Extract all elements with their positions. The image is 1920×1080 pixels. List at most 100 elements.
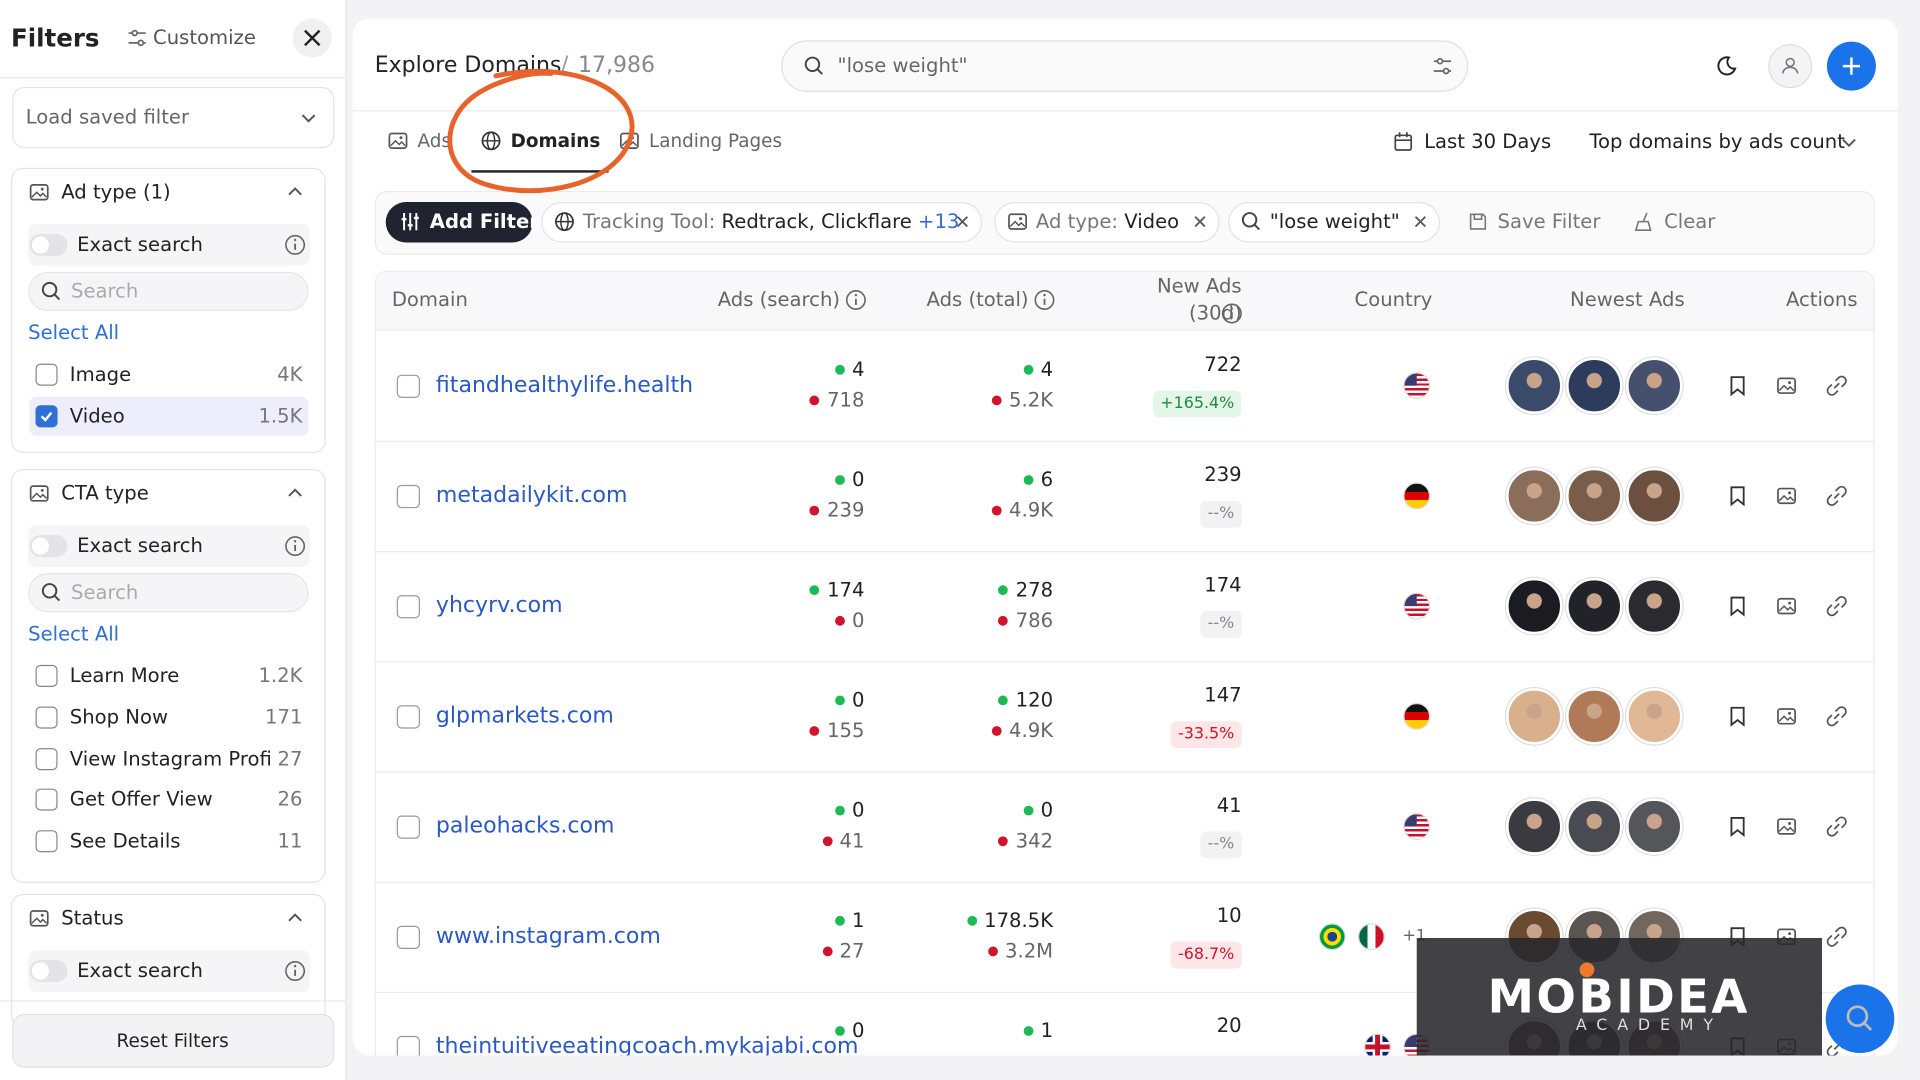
icon[interactable] [1714,54,1738,78]
tab[interactable]: Ads [417,129,452,152]
select-all[interactable]: Select All [28,622,120,646]
option-label[interactable]: Shop Now [69,705,168,729]
sort-select[interactable]: Top domains by ads count [1589,129,1845,154]
customize-button[interactable]: Customize [153,25,256,49]
filter-chip[interactable] [541,202,983,243]
icon[interactable] [283,180,307,204]
select-all[interactable]: Select All [28,320,120,345]
icon[interactable] [1824,373,1848,397]
tab[interactable]: Landing Pages [648,129,783,152]
ad-thumbnail[interactable] [1626,688,1683,745]
domain-link[interactable]: glpmarkets.com [435,702,614,729]
add-filter-label[interactable]: Add Filter [429,209,539,233]
checkbox[interactable] [35,747,58,770]
save-filter[interactable]: Save Filter [1497,209,1601,233]
ad-thumbnail[interactable] [1626,467,1683,525]
option-label[interactable]: Video [69,403,125,428]
ad-thumbnail[interactable] [1626,577,1683,635]
ad-thumbnail[interactable] [1506,467,1563,525]
ad-thumbnail[interactable] [1566,798,1623,855]
icon[interactable] [283,906,307,930]
date-range[interactable]: Last 30 Days [1424,129,1552,154]
section-title[interactable]: Status [61,906,124,930]
option-label[interactable]: Image [69,362,132,386]
row-checkbox[interactable] [396,705,420,729]
icon[interactable] [950,209,974,233]
icon[interactable] [1774,704,1798,728]
ad-thumbnail[interactable] [1566,467,1623,525]
chat-button[interactable] [1825,984,1895,1054]
checkbox[interactable] [35,405,58,428]
icon[interactable] [1725,814,1749,838]
row-checkbox[interactable] [396,1035,420,1056]
icon[interactable] [1725,594,1749,618]
icon[interactable] [1824,924,1848,948]
icon[interactable] [1774,814,1798,838]
checkbox[interactable] [35,788,58,811]
icon-part [40,488,44,492]
icon[interactable] [1839,54,1863,78]
icon[interactable] [1824,594,1848,618]
checkbox[interactable] [35,830,58,853]
option-label[interactable]: Get Offer View [69,787,213,811]
option-label[interactable]: View Instagram Profi [69,746,272,770]
ad-thumbnail[interactable] [1626,357,1683,414]
icon[interactable] [125,26,149,50]
icon[interactable] [1725,484,1749,508]
icon[interactable] [1188,209,1212,233]
icon[interactable] [1632,209,1656,233]
domain-link[interactable]: theintuitiveeatingcoach.mykajabi.com [435,1033,859,1056]
load-saved-filter[interactable] [12,86,335,149]
icon[interactable] [1725,704,1749,728]
row-checkbox[interactable] [396,484,420,509]
checkbox[interactable] [35,706,58,729]
search-input[interactable] [28,573,309,613]
icon[interactable] [1774,594,1798,618]
option-label[interactable]: See Details [69,828,181,853]
tab[interactable]: Domains [510,129,601,152]
domain-link[interactable]: yhcyrv.com [435,592,563,619]
icon[interactable] [1824,704,1848,728]
row-checkbox[interactable] [396,925,420,949]
checkbox[interactable] [35,363,58,386]
section-title[interactable]: Ad type (1) [61,180,171,204]
icon[interactable] [1408,209,1432,233]
ad-thumbnail[interactable] [1506,357,1563,414]
row-checkbox[interactable] [396,595,420,619]
section-title[interactable]: CTA type [61,481,149,505]
icon[interactable] [1391,130,1415,154]
ad-thumbnail[interactable] [1626,798,1683,855]
ad-thumbnail[interactable] [1566,577,1623,635]
icon[interactable] [1843,1002,1877,1036]
row-checkbox[interactable] [396,815,420,839]
search-bar[interactable] [781,40,1469,92]
search-input[interactable] [28,271,309,312]
option-label[interactable]: Learn More [69,663,180,687]
domain-link[interactable]: paleohacks.com [435,813,615,839]
reset-filters-label[interactable]: Reset Filters [116,1029,229,1052]
icon[interactable] [1824,814,1848,838]
checkbox[interactable] [35,664,58,687]
domain-link[interactable]: www.instagram.com [435,923,661,949]
domain-link[interactable]: fitandhealthylife.health [435,372,694,398]
filter-chip[interactable] [1228,202,1440,243]
filter-chip[interactable] [994,202,1220,243]
row-checkbox[interactable] [396,374,420,398]
ad-thumbnail[interactable] [1506,798,1563,855]
icon[interactable] [1824,484,1848,508]
domain-link[interactable]: metadailykit.com [435,482,628,509]
clear-filters[interactable]: Clear [1664,209,1716,233]
ad-thumbnail[interactable] [1506,577,1563,635]
icon[interactable] [1837,130,1861,154]
reset-filters-button[interactable] [12,1013,335,1068]
icon[interactable] [1774,484,1798,508]
icon[interactable] [1430,54,1454,78]
icon[interactable] [1725,373,1749,397]
icon[interactable] [283,481,307,505]
ad-thumbnail[interactable] [1566,357,1623,414]
ad-thumbnail[interactable] [1506,688,1563,745]
icon[interactable] [300,26,324,50]
icon[interactable] [1774,373,1798,397]
ad-thumbnail[interactable] [1566,688,1623,745]
icon[interactable] [1466,209,1490,233]
